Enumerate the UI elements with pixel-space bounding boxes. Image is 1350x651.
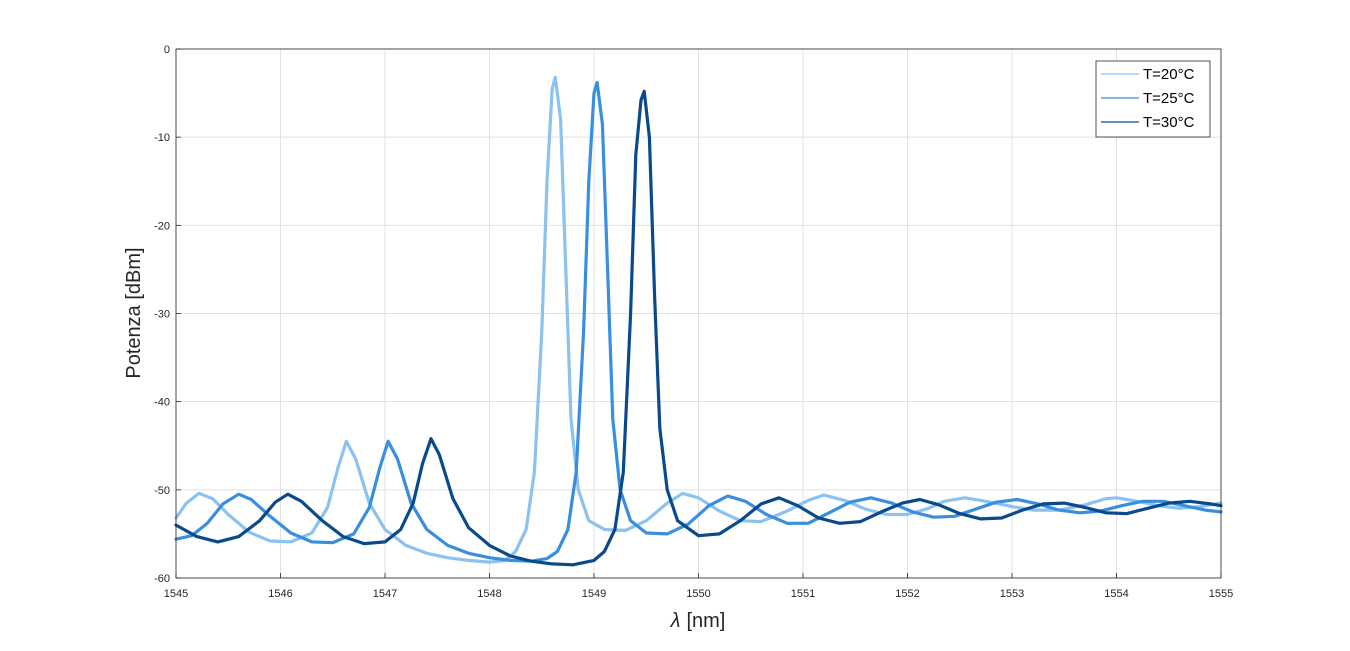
series-line-2: [174, 80, 1223, 563]
legend-label-3: T=30°C: [1143, 114, 1195, 131]
legend: T=20°C T=25°C T=30°C: [1095, 60, 1211, 138]
y-tick-label: -50: [154, 485, 170, 497]
x-tick-label: 1548: [477, 588, 501, 600]
x-tick-label: 1547: [373, 588, 397, 600]
y-tick-label: -10: [154, 132, 170, 144]
y-tick-labels: 0 -10 -20 -30 -40 -50 -60: [154, 44, 170, 585]
y-axis-label: Potenza [dBm]: [123, 247, 145, 378]
y-tick-label: -20: [154, 220, 170, 232]
x-axis-label: λ [nm]: [670, 610, 726, 632]
legend-label-2: T=25°C: [1143, 90, 1195, 107]
x-tick-label: 1545: [164, 588, 188, 600]
x-tick-label: 1554: [1104, 588, 1128, 600]
x-tick-label: 1552: [895, 588, 919, 600]
x-axis-symbol: λ: [670, 610, 681, 632]
legend-label-1: T=20°C: [1143, 66, 1195, 83]
x-tick-label: 1549: [582, 588, 606, 600]
series-line-3: [174, 89, 1223, 567]
y-tick-label: -40: [154, 397, 170, 409]
x-tick-label: 1551: [791, 588, 815, 600]
y-tick-label: -60: [154, 573, 170, 585]
x-axis-unit: [nm]: [686, 610, 725, 632]
series-layer: [174, 75, 1223, 567]
y-tick-label: 0: [164, 44, 170, 56]
x-tick-label: 1546: [268, 588, 292, 600]
x-tick-label: 1555: [1209, 588, 1233, 600]
series-line-1: [174, 75, 1223, 564]
x-tick-labels: 1545 1546 1547 1548 1549 1550 1551 1552 1553 1554…: [164, 588, 1233, 600]
x-tick-label: 1553: [1000, 588, 1024, 600]
y-tick-label: -30: [154, 309, 170, 321]
x-tick-label: 1550: [686, 588, 710, 600]
ticks: [175, 48, 1222, 579]
